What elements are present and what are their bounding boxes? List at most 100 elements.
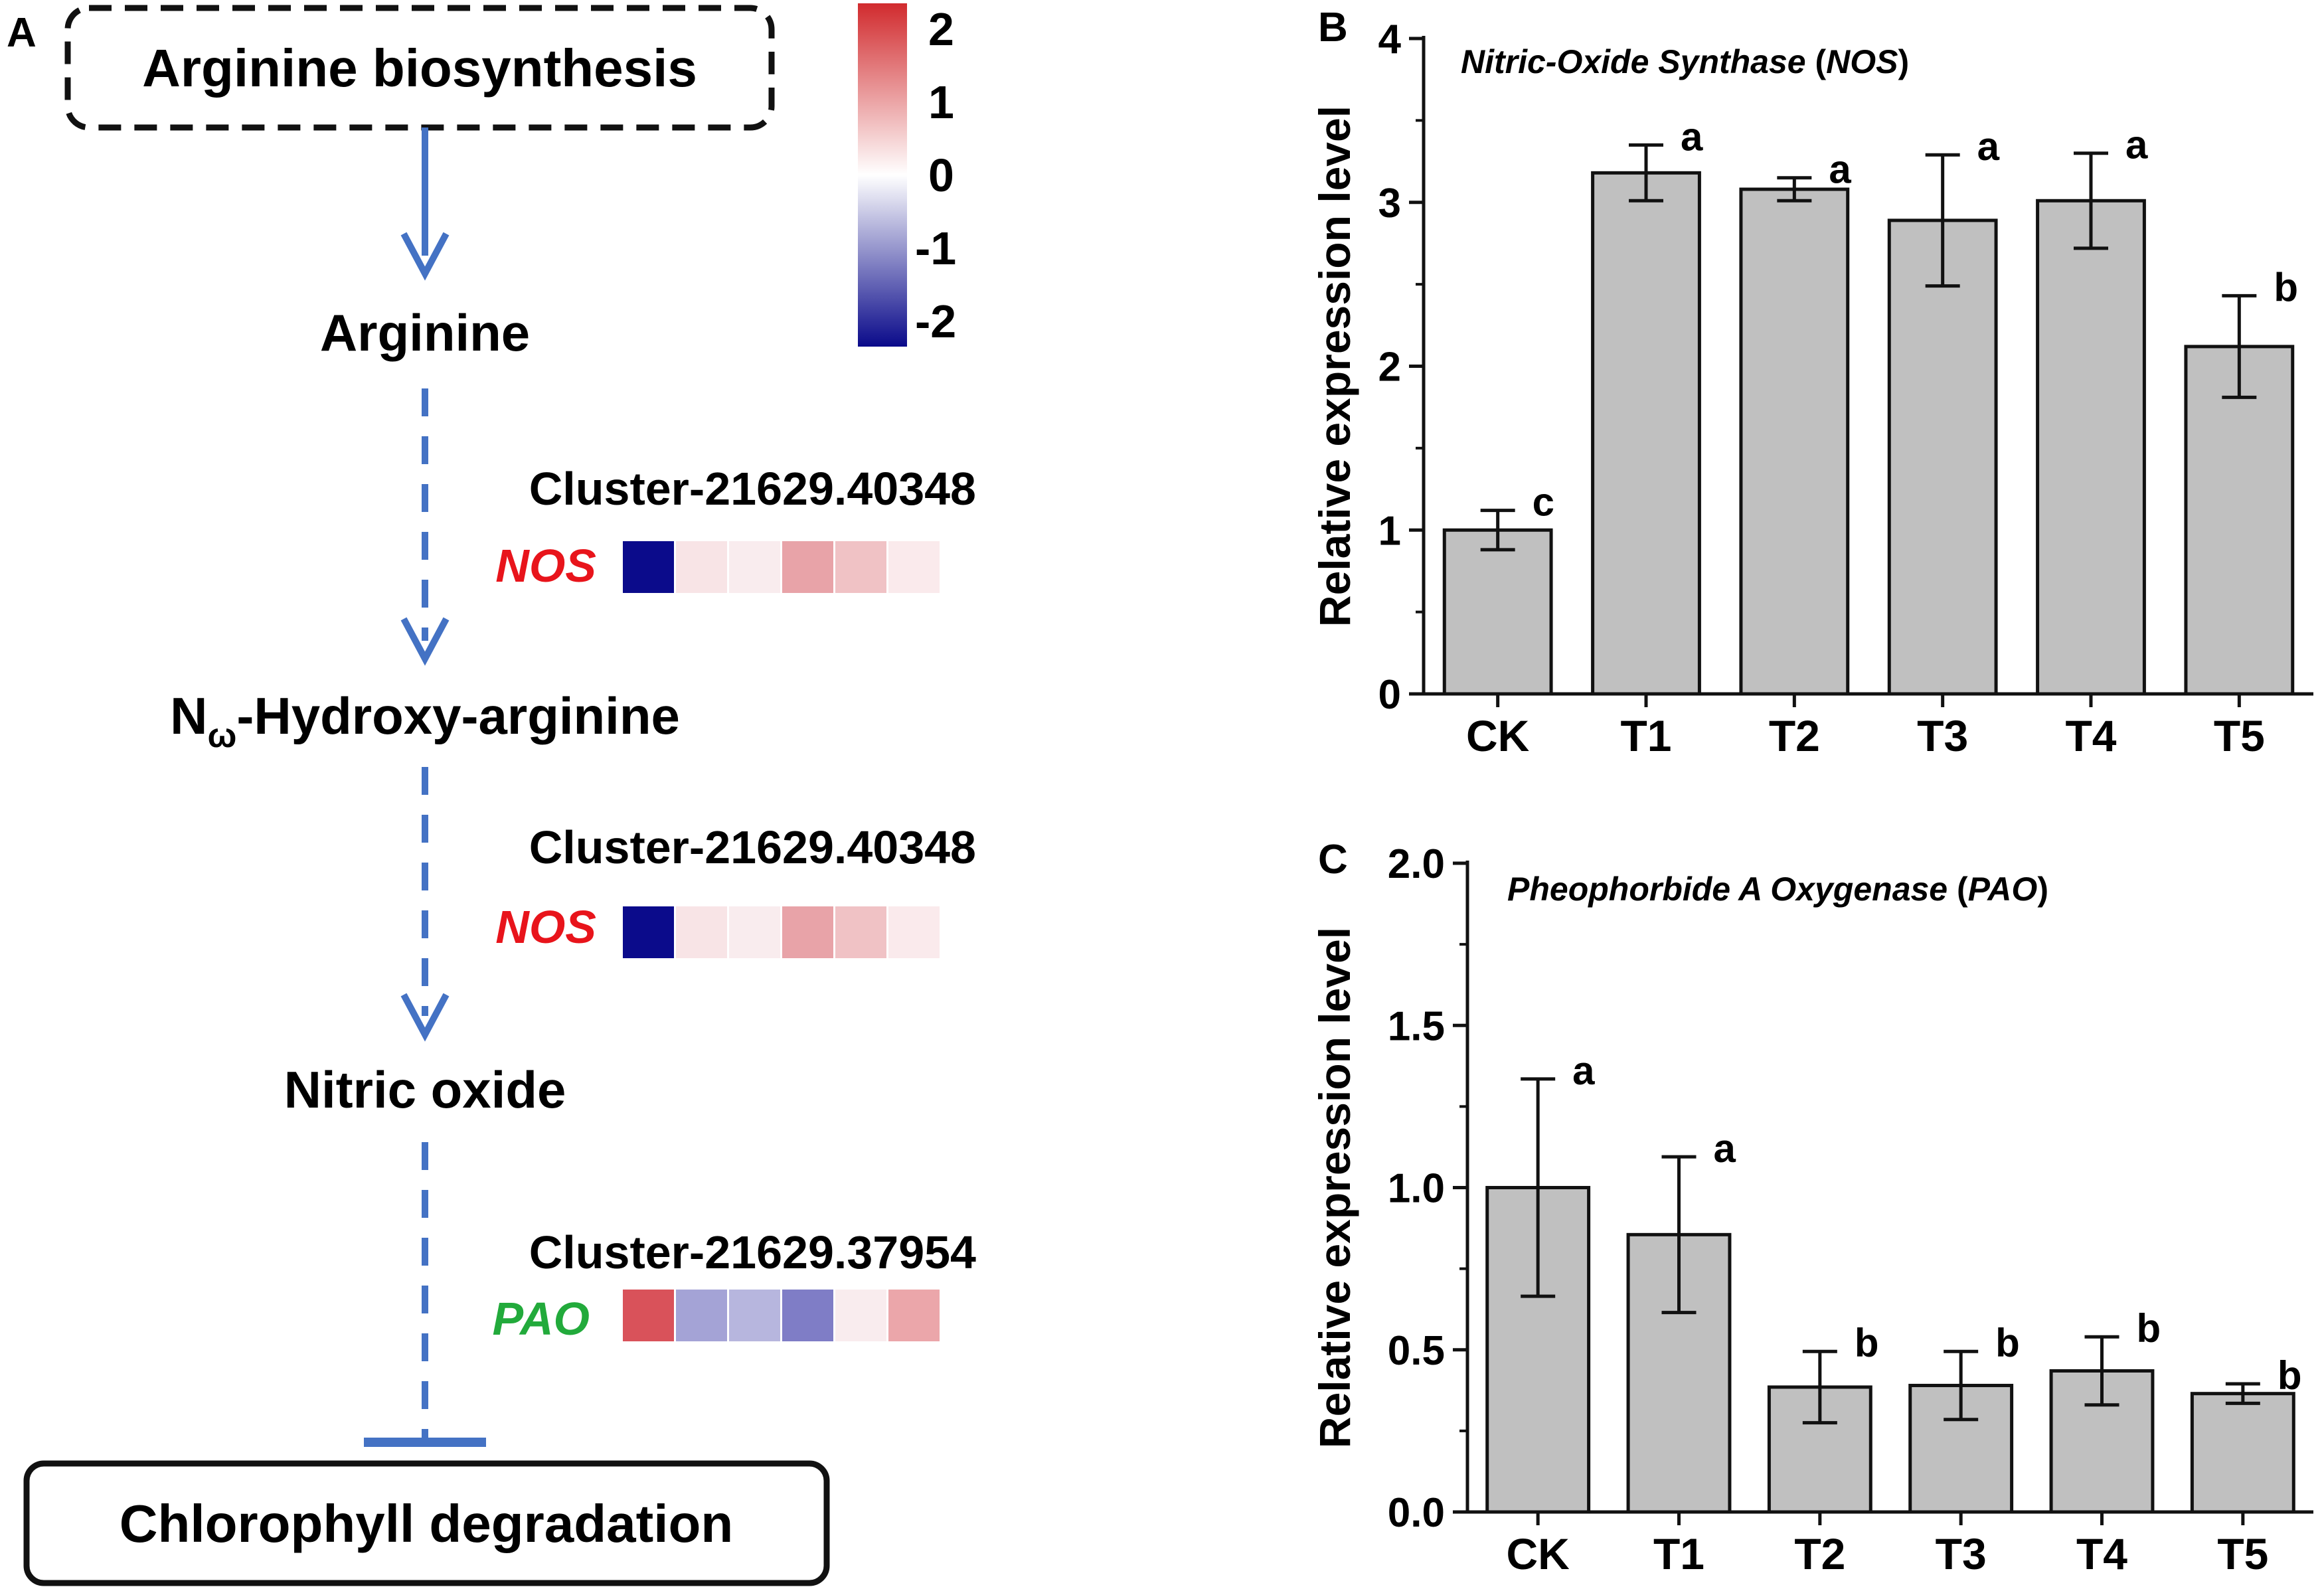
x-tick-label: T1 bbox=[1620, 711, 1671, 760]
x-tick-label: T4 bbox=[2065, 711, 2116, 760]
y-tick-label: 1.5 bbox=[1388, 1003, 1445, 1049]
chart-title-paren: ) bbox=[2037, 871, 2048, 908]
significance-letter: b bbox=[2274, 265, 2298, 309]
node-nitric-oxide: Nitric oxide bbox=[284, 1060, 566, 1119]
node-arginine: Arginine bbox=[320, 303, 530, 362]
significance-letter: a bbox=[1714, 1126, 1736, 1171]
x-tick-label: T1 bbox=[1653, 1529, 1704, 1578]
heatmap-cell bbox=[782, 906, 833, 958]
colorbar-tick: -1 bbox=[915, 222, 956, 274]
chart-title-name: Pheophorbide A Oxygenase bbox=[1507, 871, 1957, 908]
start-box bbox=[64, 5, 775, 131]
significance-letter: b bbox=[1995, 1321, 2020, 1365]
bar bbox=[1887, 218, 1998, 696]
y-tick-label: 3 bbox=[1378, 181, 1401, 226]
x-tick-label: CK bbox=[1507, 1529, 1570, 1578]
colorbar-tick: 2 bbox=[928, 3, 954, 55]
y-tick-label: 1.0 bbox=[1388, 1166, 1445, 1212]
hydroxy-subscript: ω bbox=[207, 716, 236, 755]
heatmap-cell bbox=[888, 1290, 940, 1341]
heatmap-cell bbox=[623, 1290, 674, 1341]
hydroxy-rest: -Hydroxy-arginine bbox=[236, 687, 679, 745]
heatmap-cell bbox=[623, 541, 674, 593]
gene-label-nos: NOS bbox=[495, 901, 596, 953]
panel-c-label: C bbox=[1318, 837, 1348, 882]
heatmap-cell bbox=[729, 906, 780, 958]
y-tick-label: 0.5 bbox=[1388, 1328, 1445, 1374]
bar bbox=[2184, 345, 2295, 696]
panel-a-label: A bbox=[7, 10, 37, 56]
arrow-head-icon bbox=[400, 617, 450, 666]
hydroxy-prefix: N bbox=[170, 687, 207, 745]
x-tick-label: T5 bbox=[2217, 1529, 2268, 1578]
bar bbox=[1591, 171, 1701, 696]
arrow-head-icon bbox=[400, 993, 450, 1042]
panel-a: A Arginine biosynthesis Arginine Cluster… bbox=[7, 3, 976, 1586]
heatmap-cell bbox=[676, 1290, 727, 1341]
y-axis-label: Relative expression level bbox=[1310, 106, 1359, 627]
bar bbox=[1739, 187, 1850, 696]
significance-letter: a bbox=[1572, 1048, 1595, 1093]
chart-title-abbrev: PAO bbox=[1968, 871, 2038, 908]
significance-letter: a bbox=[1977, 124, 2000, 169]
x-tick-label: T2 bbox=[1769, 711, 1820, 760]
significance-letter: b bbox=[2137, 1306, 2161, 1351]
chart-title-paren: ( bbox=[1815, 43, 1827, 80]
significance-letter: b bbox=[1855, 1321, 1879, 1365]
chart-title-paren: ( bbox=[1957, 871, 1968, 908]
chart-title-paren: ) bbox=[1898, 43, 1910, 80]
heatmap-cell bbox=[676, 541, 727, 593]
significance-letter: b bbox=[2278, 1353, 2302, 1398]
panel-b: B 0 1 2 3 4 Relative expression level Nitric-O… bbox=[1310, 5, 2313, 760]
heatmap-cell bbox=[888, 906, 940, 958]
cluster-label: Cluster-21629.40348 bbox=[529, 463, 976, 515]
y-tick-label: 4 bbox=[1378, 17, 1402, 62]
chart-title-name: Nitric-Oxide Synthase bbox=[1461, 43, 1815, 80]
cluster-label: Cluster-21629.40348 bbox=[529, 821, 976, 873]
chart-title: Nitric-Oxide Synthase (NOS) bbox=[1461, 43, 1909, 80]
arrow-head-icon bbox=[400, 232, 450, 281]
heatmap-cell bbox=[782, 541, 833, 593]
heatmap-cell bbox=[835, 541, 886, 593]
heatmap-cell bbox=[835, 906, 886, 958]
significance-letter: c bbox=[1533, 480, 1554, 525]
significance-letter: a bbox=[1681, 114, 1703, 159]
significance-letter: a bbox=[2125, 123, 2148, 167]
gene-label-nos: NOS bbox=[495, 540, 596, 592]
heatmap-cell bbox=[623, 906, 674, 958]
x-tick-label: T5 bbox=[2214, 711, 2265, 760]
y-tick-label: 1 bbox=[1378, 508, 1401, 554]
end-box bbox=[23, 1460, 830, 1586]
colorbar-tick: 0 bbox=[928, 149, 954, 201]
y-tick-label: 0.0 bbox=[1388, 1490, 1445, 1536]
x-tick-label: CK bbox=[1466, 711, 1530, 760]
heatmap-cell bbox=[729, 541, 780, 593]
x-tick-label: T4 bbox=[2076, 1529, 2127, 1578]
colorbar-tick: 1 bbox=[928, 76, 954, 128]
cluster-label: Cluster-21629.37954 bbox=[529, 1226, 976, 1278]
chart-nos: 0 1 2 3 4 Relative expression level Nitric-Oxi… bbox=[1310, 17, 2313, 760]
bar bbox=[1442, 528, 1553, 696]
x-tick-label: T2 bbox=[1794, 1529, 1845, 1578]
heatmap-cell bbox=[729, 1290, 780, 1341]
panel-c: C 0.0 0.5 1.0 1.5 2.0 Relative expression lev… bbox=[1310, 837, 2313, 1578]
y-axis-label: Relative expression level bbox=[1310, 927, 1359, 1448]
heatmap-row bbox=[623, 1290, 940, 1341]
heatmap-cell bbox=[835, 1290, 886, 1341]
heatmap-cell bbox=[676, 906, 727, 958]
heatmap-row bbox=[623, 906, 940, 958]
start-box-label: Arginine biosynthesis bbox=[142, 39, 697, 98]
end-box-label: Chlorophyll degradation bbox=[120, 1494, 733, 1553]
heatmap-cell bbox=[888, 541, 940, 593]
colorbar-tick: -2 bbox=[915, 295, 956, 347]
panel-b-label: B bbox=[1318, 5, 1348, 50]
bar bbox=[2190, 1392, 2295, 1514]
chart-pao: 0.0 0.5 1.0 1.5 2.0 Relative expression level… bbox=[1310, 841, 2313, 1578]
significance-letter: a bbox=[1829, 147, 1851, 192]
heatmap-row bbox=[623, 541, 940, 593]
x-tick-label: T3 bbox=[1936, 1529, 1987, 1578]
node-hydroxy-arginine: Nω-Hydroxy-arginine bbox=[170, 687, 680, 755]
heatmap-cell bbox=[782, 1290, 833, 1341]
gene-label-pao: PAO bbox=[493, 1293, 590, 1345]
